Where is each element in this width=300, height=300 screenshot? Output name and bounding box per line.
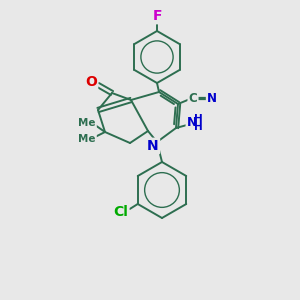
Text: N: N [187,116,197,128]
Text: O: O [85,75,97,89]
Text: Cl: Cl [113,205,128,219]
Text: F: F [152,9,162,23]
Text: Me: Me [78,118,96,128]
Text: H: H [194,122,202,132]
Text: N: N [207,92,217,104]
Text: C: C [189,92,197,104]
Text: Me: Me [78,134,96,144]
Text: N: N [147,139,159,153]
Text: H: H [194,114,202,124]
